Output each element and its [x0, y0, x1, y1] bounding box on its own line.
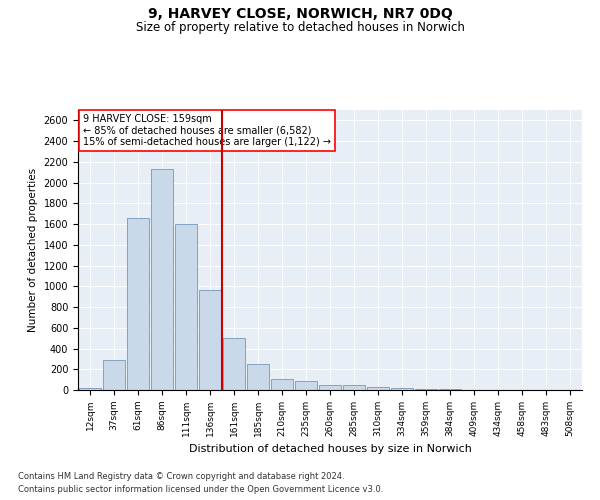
Bar — [391, 388, 413, 390]
Bar — [295, 380, 317, 390]
Text: Contains HM Land Registry data © Crown copyright and database right 2024.: Contains HM Land Registry data © Crown c… — [18, 472, 344, 481]
Bar — [79, 388, 101, 390]
Bar — [415, 389, 437, 390]
Bar — [175, 224, 197, 390]
Bar — [319, 386, 341, 390]
Bar — [343, 386, 365, 390]
Bar — [247, 364, 269, 390]
Bar — [439, 389, 461, 390]
Text: Contains public sector information licensed under the Open Government Licence v3: Contains public sector information licen… — [18, 485, 383, 494]
Y-axis label: Number of detached properties: Number of detached properties — [28, 168, 38, 332]
Bar — [151, 169, 173, 390]
Bar — [223, 338, 245, 390]
Bar — [271, 378, 293, 390]
Bar — [103, 360, 125, 390]
X-axis label: Distribution of detached houses by size in Norwich: Distribution of detached houses by size … — [188, 444, 472, 454]
Text: Size of property relative to detached houses in Norwich: Size of property relative to detached ho… — [136, 21, 464, 34]
Bar — [199, 290, 221, 390]
Bar — [127, 218, 149, 390]
Bar — [367, 388, 389, 390]
Text: 9, HARVEY CLOSE, NORWICH, NR7 0DQ: 9, HARVEY CLOSE, NORWICH, NR7 0DQ — [148, 8, 452, 22]
Text: 9 HARVEY CLOSE: 159sqm
← 85% of detached houses are smaller (6,582)
15% of semi-: 9 HARVEY CLOSE: 159sqm ← 85% of detached… — [83, 114, 331, 148]
